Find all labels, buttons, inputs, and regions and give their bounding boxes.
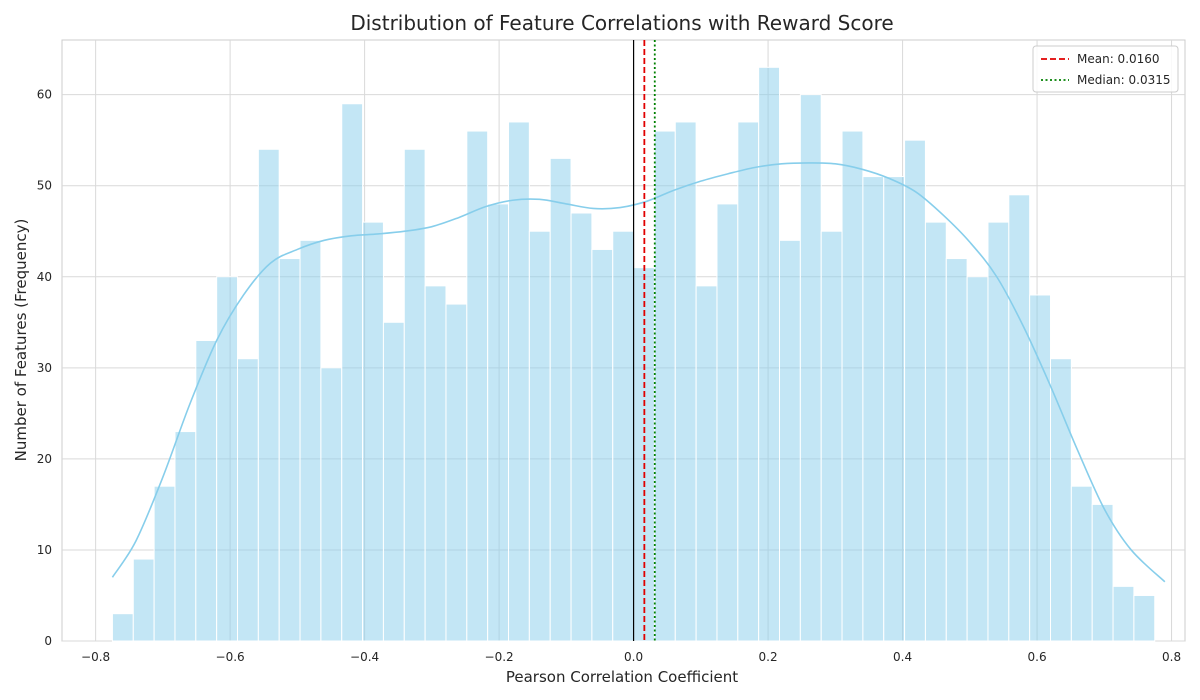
x-tick-label: −0.8 [81, 650, 110, 664]
histogram-bar [758, 66, 781, 642]
histogram-bar [883, 176, 906, 642]
histogram-bar [1070, 485, 1093, 642]
y-tick-label: 50 [37, 179, 52, 193]
histogram-bar [570, 212, 593, 642]
y-axis-label: Number of Features (Frequency) [12, 219, 30, 462]
histogram-bar [257, 148, 280, 642]
histogram-bar [737, 121, 760, 642]
x-tick-label: 0.2 [759, 650, 778, 664]
x-tick-label: 0.6 [1028, 650, 1047, 664]
histogram-bar [862, 176, 885, 642]
histogram-bars [111, 66, 1156, 642]
histogram-bar [820, 230, 843, 642]
histogram-bar [716, 203, 739, 642]
x-tick-label: 0.8 [1162, 650, 1181, 664]
histogram-bar [237, 358, 259, 642]
histogram-bar [403, 148, 426, 642]
histogram-bar [216, 276, 239, 642]
histogram-bar [612, 230, 635, 642]
y-tick-label: 30 [37, 361, 52, 375]
x-axis-label: Pearson Correlation Coefficient [506, 668, 738, 686]
histogram-bar [299, 239, 322, 642]
histogram-bar [1008, 194, 1031, 642]
legend-box [1032, 45, 1179, 93]
y-tick-label: 0 [44, 634, 52, 648]
histogram-bar [445, 303, 468, 642]
histogram-bar [528, 230, 551, 642]
histogram-bar [153, 485, 176, 642]
histogram-bar [195, 340, 218, 642]
histogram-bar [1133, 594, 1156, 642]
histogram-bar [174, 431, 197, 642]
histogram-bar [695, 285, 718, 642]
histogram-bar [841, 130, 864, 642]
reference-lines [632, 40, 656, 641]
legend-label: Mean: 0.0160 [1077, 52, 1160, 66]
histogram-bar [799, 94, 822, 642]
x-tick-label: −0.4 [350, 650, 379, 664]
tick-labels: −0.8 −0.6 −0.4 −0.2 0.0 0.2 0.4 0.6 0.8 0 10 20 30 40… [37, 88, 1181, 664]
histogram-bar [362, 221, 384, 642]
histogram-bar [674, 121, 697, 642]
histogram-bar [1091, 503, 1114, 642]
histogram-bar [1112, 585, 1135, 642]
histogram-bar [382, 321, 405, 642]
histogram-bar [549, 157, 572, 642]
legend-label: Median: 0.0315 [1077, 73, 1171, 87]
histogram-bar [111, 613, 134, 642]
histogram-bar [341, 103, 364, 642]
histogram-bar [320, 367, 343, 642]
histogram-bar [966, 276, 989, 642]
x-tick-label: −0.2 [485, 650, 514, 664]
y-tick-label: 20 [37, 452, 52, 466]
histogram-bar [132, 558, 155, 642]
x-tick-label: 0.0 [624, 650, 643, 664]
histogram-bar [904, 139, 926, 642]
histogram-bar [653, 130, 676, 642]
x-tick-label: −0.6 [216, 650, 245, 664]
histogram-bar [779, 239, 801, 642]
histogram-bar [987, 221, 1010, 642]
histogram-bar [945, 258, 968, 642]
histogram-bar [487, 203, 510, 642]
y-tick-label: 10 [37, 543, 52, 557]
histogram-bar [591, 248, 614, 642]
chart-title: Distribution of Feature Correlations wit… [350, 11, 893, 35]
y-tick-label: 60 [37, 88, 52, 102]
x-tick-label: 0.4 [893, 650, 912, 664]
histogram-bar [924, 221, 947, 642]
histogram-bar [424, 285, 447, 642]
legend: Mean: 0.0160 Median: 0.0315 [1032, 45, 1179, 93]
histogram-bar [278, 258, 301, 642]
histogram-bar [1050, 358, 1072, 642]
y-tick-label: 40 [37, 270, 52, 284]
